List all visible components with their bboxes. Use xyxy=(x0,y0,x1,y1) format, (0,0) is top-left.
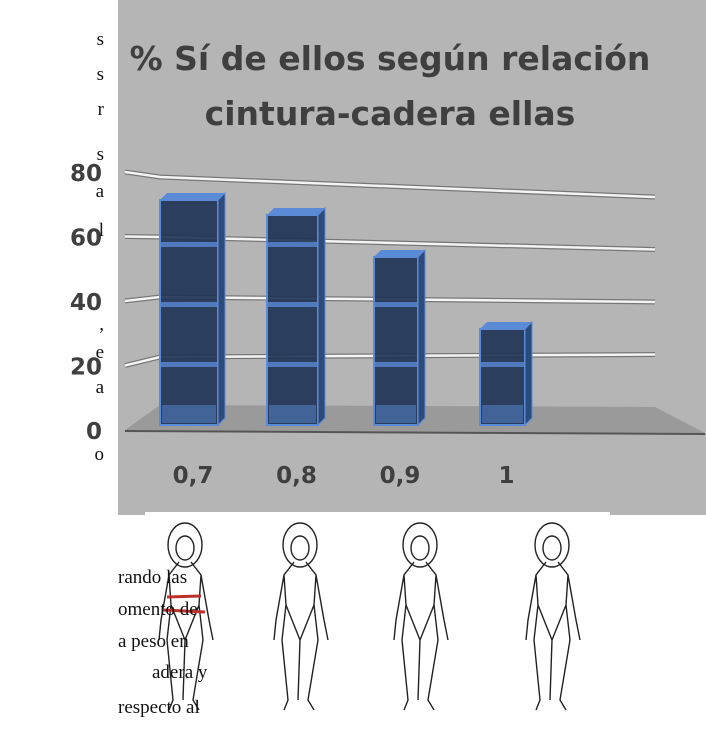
figure-head xyxy=(175,535,195,561)
x-tick-label: 0,9 xyxy=(380,463,421,489)
document-text: l xyxy=(99,220,104,241)
bar-side xyxy=(217,191,226,427)
grid-line-highlight xyxy=(124,170,656,199)
bar-top xyxy=(374,250,425,257)
bar-base xyxy=(162,405,216,423)
document-text: respecto al xyxy=(118,697,200,718)
figure-hair xyxy=(167,522,203,568)
document-text: adera y xyxy=(152,662,208,683)
bar-grid-band xyxy=(480,362,525,367)
document-text: a xyxy=(96,181,105,202)
y-tick-label: 20 xyxy=(70,355,102,381)
waist-mark xyxy=(166,594,202,599)
figure-head xyxy=(290,535,310,561)
hip-mark xyxy=(162,608,206,614)
document-text: a peso en xyxy=(118,631,189,652)
document-text: s xyxy=(97,29,104,50)
document-text: e xyxy=(96,342,104,363)
x-tick-label: 0,7 xyxy=(173,463,214,489)
bar-base xyxy=(269,405,316,423)
y-tick-label: 40 xyxy=(70,290,102,316)
bar-base xyxy=(376,405,416,423)
bar xyxy=(373,256,419,426)
document-text: s xyxy=(97,64,104,85)
figure-hair xyxy=(534,522,570,568)
figure-hair xyxy=(402,522,438,568)
bar-side xyxy=(524,320,533,427)
bar-top xyxy=(160,193,225,200)
document-text: omento de xyxy=(118,599,198,620)
bar-grid-band xyxy=(374,362,418,367)
document-text: , xyxy=(99,314,104,335)
document-text: r xyxy=(98,99,105,120)
bar-grid-band xyxy=(267,362,318,367)
y-tick-label: 0 xyxy=(86,419,102,445)
x-tick-label: 1 xyxy=(498,463,514,489)
chart-title: % Sí de ellos según relación xyxy=(130,39,651,78)
bar-side xyxy=(417,248,426,427)
document-text: s xyxy=(97,144,104,165)
figure-head xyxy=(410,535,430,561)
figures xyxy=(158,522,581,711)
bar-top xyxy=(267,208,325,215)
figure-body xyxy=(273,561,329,711)
bar-grid-band xyxy=(267,242,318,247)
x-tick-label: 0,8 xyxy=(276,463,317,489)
figure-hair xyxy=(282,522,318,568)
bar-grid-band xyxy=(267,302,318,307)
bar xyxy=(159,199,219,426)
figure-panel xyxy=(145,512,610,729)
figure-body xyxy=(158,561,214,711)
figure-head xyxy=(542,535,562,561)
figure-body xyxy=(393,561,449,711)
document-text: o xyxy=(95,444,105,465)
document-text: rando las xyxy=(118,567,187,588)
chart-title: cintura-cadera ellas xyxy=(205,94,576,133)
figure-body xyxy=(525,561,581,711)
document-text: a xyxy=(96,377,105,398)
bar-grid-band xyxy=(160,362,218,367)
bar-base xyxy=(482,405,523,423)
floor-edge xyxy=(124,430,706,435)
y-tick-label: 60 xyxy=(70,226,102,252)
bar-top xyxy=(480,322,532,329)
bar-grid-band xyxy=(160,302,218,307)
bar-grid-band xyxy=(160,242,218,247)
y-tick-label: 80 xyxy=(70,161,102,187)
bar-grid-band xyxy=(374,302,418,307)
bar-side xyxy=(317,206,326,427)
